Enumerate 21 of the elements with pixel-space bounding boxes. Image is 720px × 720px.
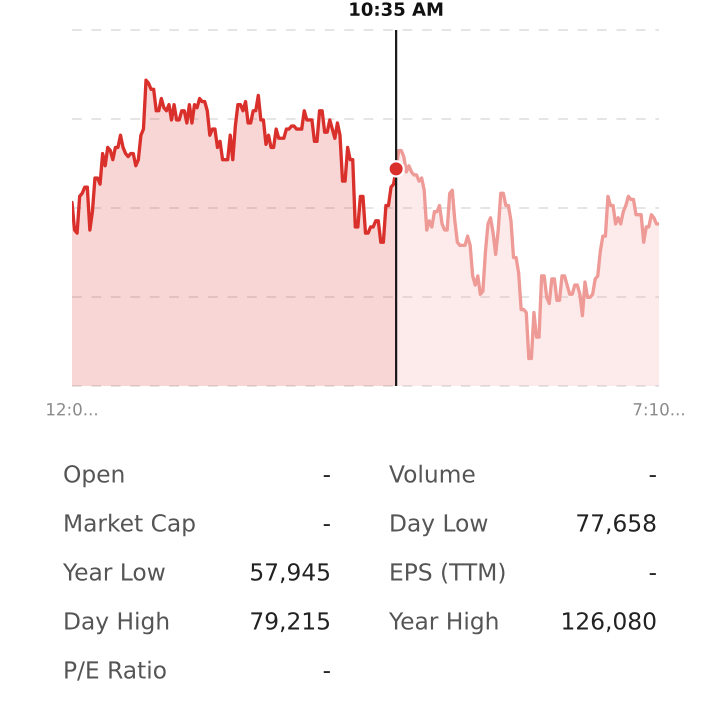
text: Year Low [62, 563, 165, 581]
text: - [324, 524, 330, 526]
text: - [650, 573, 656, 575]
text: P/E Ratio [65, 660, 166, 681]
text: Day High [65, 612, 168, 634]
text: Year High [388, 612, 498, 634]
text: EPS (TTM) [391, 562, 504, 584]
text: 79,215 [251, 612, 329, 632]
text: - [324, 671, 330, 673]
text: Volume [389, 464, 475, 483]
x-tick-label: 12:0... [47, 402, 97, 416]
text: 57,945 [251, 563, 329, 584]
text: 10:35 AM [350, 2, 442, 16]
text: - [324, 475, 330, 477]
text: 126,080 [563, 612, 656, 632]
x-tick-label: 7:10... [634, 402, 684, 416]
text: Market Cap [65, 514, 195, 536]
text: Day Low [391, 514, 488, 536]
text: 77,658 [577, 514, 656, 534]
text: - [650, 475, 656, 477]
text: Open [64, 465, 124, 488]
